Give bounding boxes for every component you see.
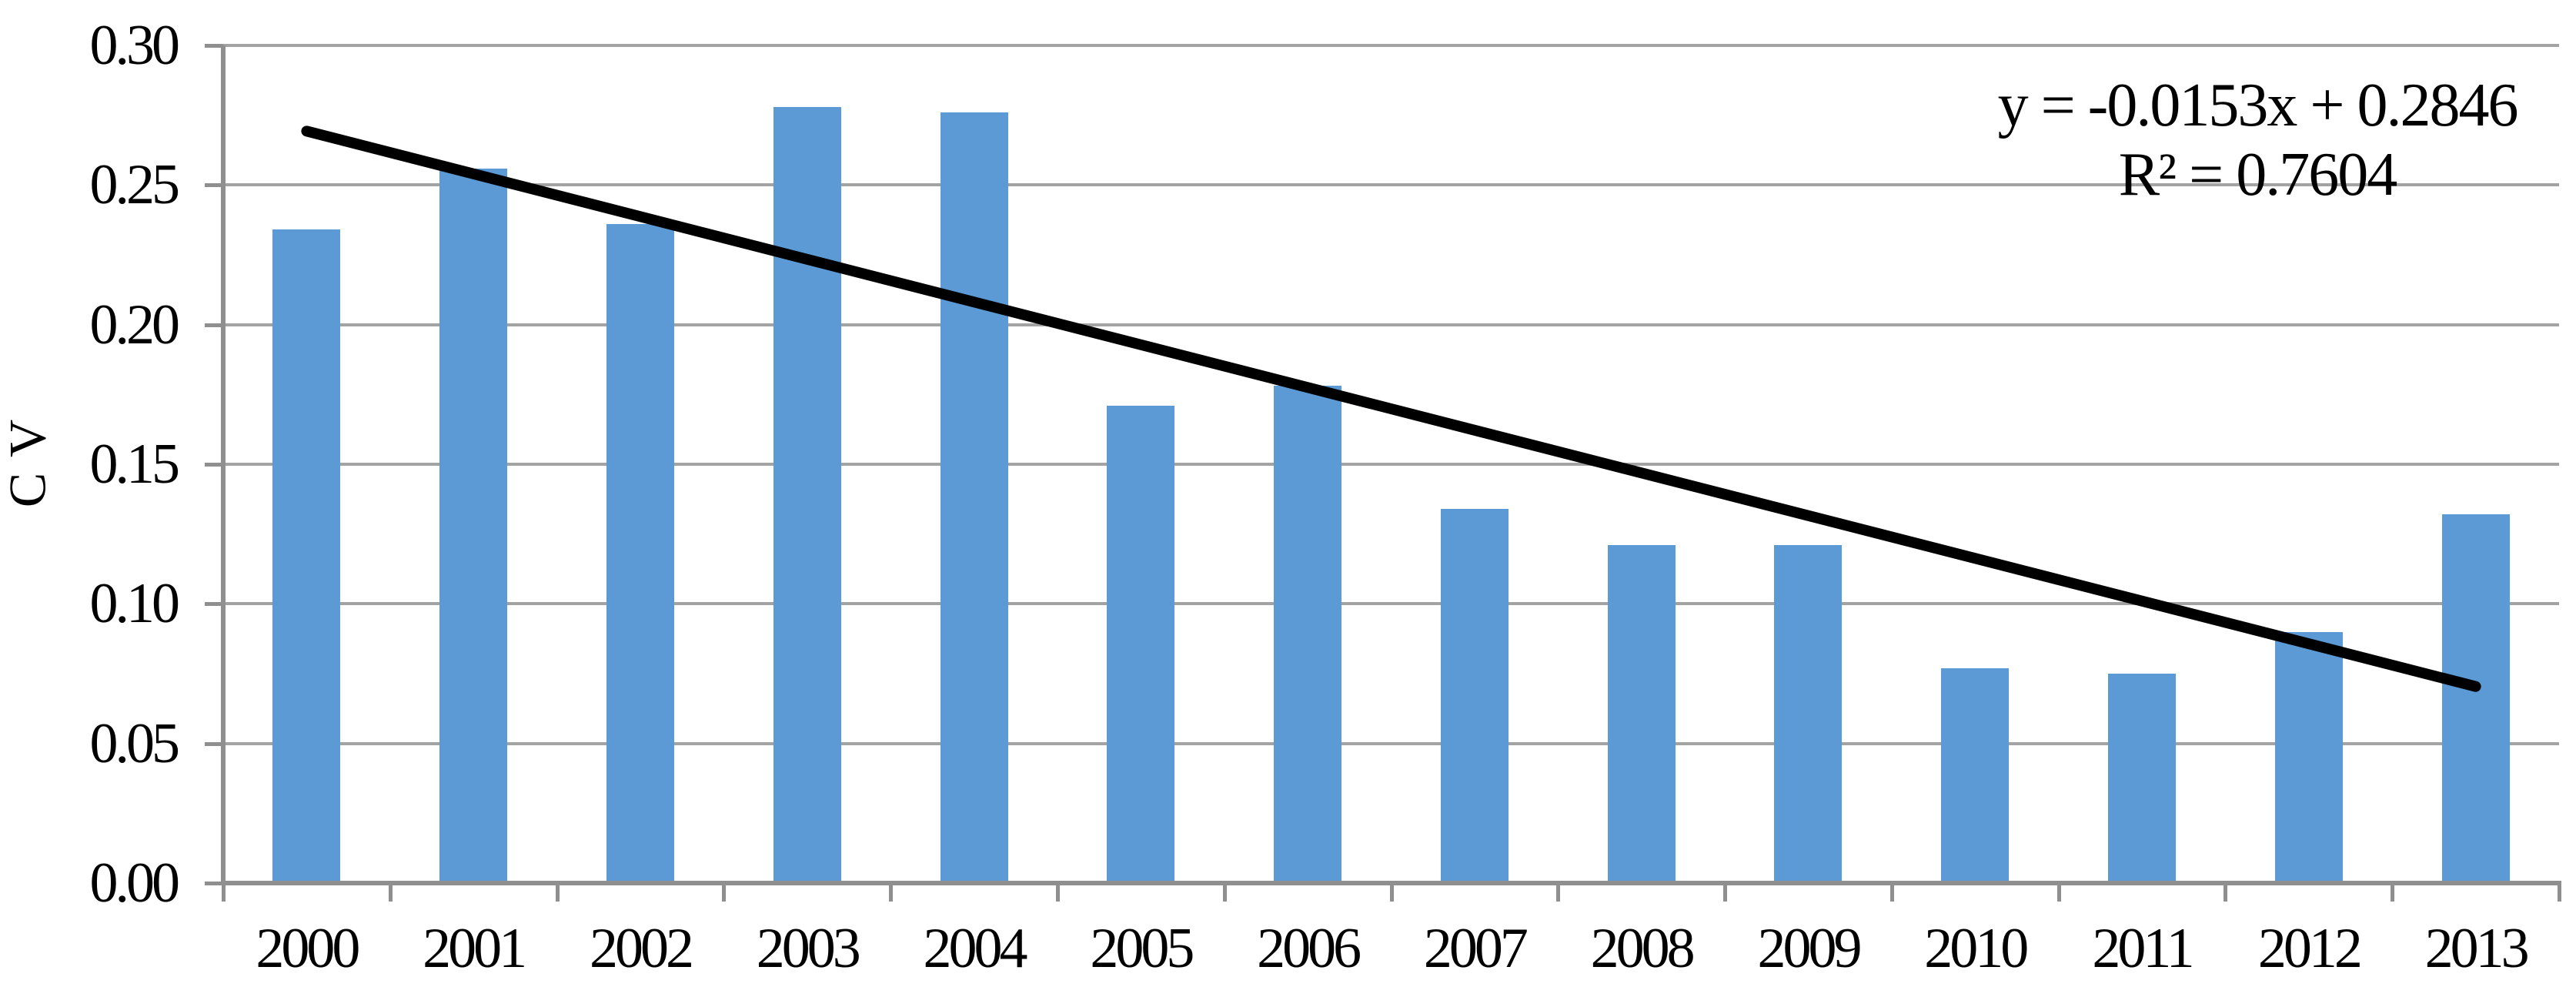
x-tick-label-2002: 2002 bbox=[589, 917, 694, 980]
x-axis-tick bbox=[2224, 883, 2228, 902]
x-axis-tick bbox=[1723, 883, 1728, 902]
x-axis-tick bbox=[889, 883, 894, 902]
bar-2013 bbox=[2441, 514, 2510, 883]
y-axis-tick bbox=[205, 602, 223, 607]
x-axis-tick bbox=[1556, 883, 1561, 902]
y-tick-label-0.15: 0.15 bbox=[89, 433, 181, 496]
x-tick-label-2007: 2007 bbox=[1423, 917, 1529, 980]
y-tick-label-0.25: 0.25 bbox=[89, 153, 181, 217]
y-axis-tick bbox=[205, 44, 223, 48]
x-tick-label-2003: 2003 bbox=[756, 917, 861, 980]
y-axis-tick bbox=[205, 183, 223, 188]
y-axis-tick bbox=[205, 741, 223, 746]
x-tick-label-2001: 2001 bbox=[423, 917, 527, 980]
y-axis-tick bbox=[205, 323, 223, 327]
x-axis-tick bbox=[2558, 883, 2561, 902]
x-axis-tick bbox=[2056, 883, 2061, 902]
x-axis-tick bbox=[2391, 883, 2395, 902]
y-axis-line bbox=[221, 45, 226, 885]
y-axis-tick bbox=[205, 463, 223, 467]
y-tick-label-0.30: 0.30 bbox=[89, 14, 181, 77]
x-tick-label-2008: 2008 bbox=[1590, 917, 1696, 980]
bar-2003 bbox=[773, 106, 841, 883]
trendline-equation: y = -0.0153x + 0.2846 bbox=[1997, 72, 2519, 139]
trendline-r-squared: R² = 0.7604 bbox=[2118, 141, 2397, 209]
x-axis-tick bbox=[1222, 883, 1227, 902]
bar-2000 bbox=[272, 229, 341, 883]
x-axis-tick bbox=[722, 883, 727, 902]
y-tick-label-0.00: 0.00 bbox=[89, 851, 181, 915]
bar-2008 bbox=[1607, 545, 1676, 883]
bar-2011 bbox=[2108, 674, 2177, 883]
x-tick-label-2011: 2011 bbox=[2092, 917, 2194, 980]
y-tick-label-0.10: 0.10 bbox=[89, 572, 181, 636]
gridline-0.15 bbox=[223, 463, 2559, 466]
gridline-0.20 bbox=[223, 323, 2559, 326]
trendline-label: y = -0.0153x + 0.2846 R² = 0.7604 bbox=[1873, 71, 2576, 209]
x-axis-tick bbox=[1055, 883, 1060, 902]
x-tick-label-2004: 2004 bbox=[923, 917, 1028, 980]
x-axis-tick bbox=[1889, 883, 1894, 902]
bar-2009 bbox=[1774, 545, 1843, 883]
x-tick-label-2009: 2009 bbox=[1757, 917, 1862, 980]
y-tick-label-0.20: 0.20 bbox=[89, 293, 181, 356]
bar-2001 bbox=[439, 168, 508, 883]
bar-2005 bbox=[1107, 405, 1175, 883]
bar-2012 bbox=[2274, 631, 2343, 883]
x-axis-tick bbox=[388, 883, 393, 902]
x-axis-tick bbox=[555, 883, 560, 902]
bar-2002 bbox=[606, 224, 674, 883]
y-axis-tick bbox=[205, 882, 223, 885]
x-axis-tick bbox=[222, 883, 226, 902]
x-tick-label-2012: 2012 bbox=[2257, 917, 2363, 980]
bar-2010 bbox=[1941, 667, 2010, 883]
gridline-0.10 bbox=[223, 602, 2559, 606]
x-axis-tick bbox=[1389, 883, 1394, 902]
x-tick-label-2005: 2005 bbox=[1090, 917, 1194, 980]
gridline-0.05 bbox=[223, 741, 2559, 745]
x-tick-label-2013: 2013 bbox=[2424, 917, 2530, 980]
x-tick-label-2010: 2010 bbox=[1924, 917, 2029, 980]
x-tick-label-2006: 2006 bbox=[1257, 917, 1362, 980]
y-tick-label-0.05: 0.05 bbox=[89, 711, 181, 775]
bar-2007 bbox=[1440, 509, 1509, 883]
x-tick-label-2000: 2000 bbox=[256, 917, 360, 980]
bar-2004 bbox=[940, 112, 1008, 883]
gridline-0.30 bbox=[223, 44, 2559, 47]
bar-2006 bbox=[1274, 386, 1342, 883]
